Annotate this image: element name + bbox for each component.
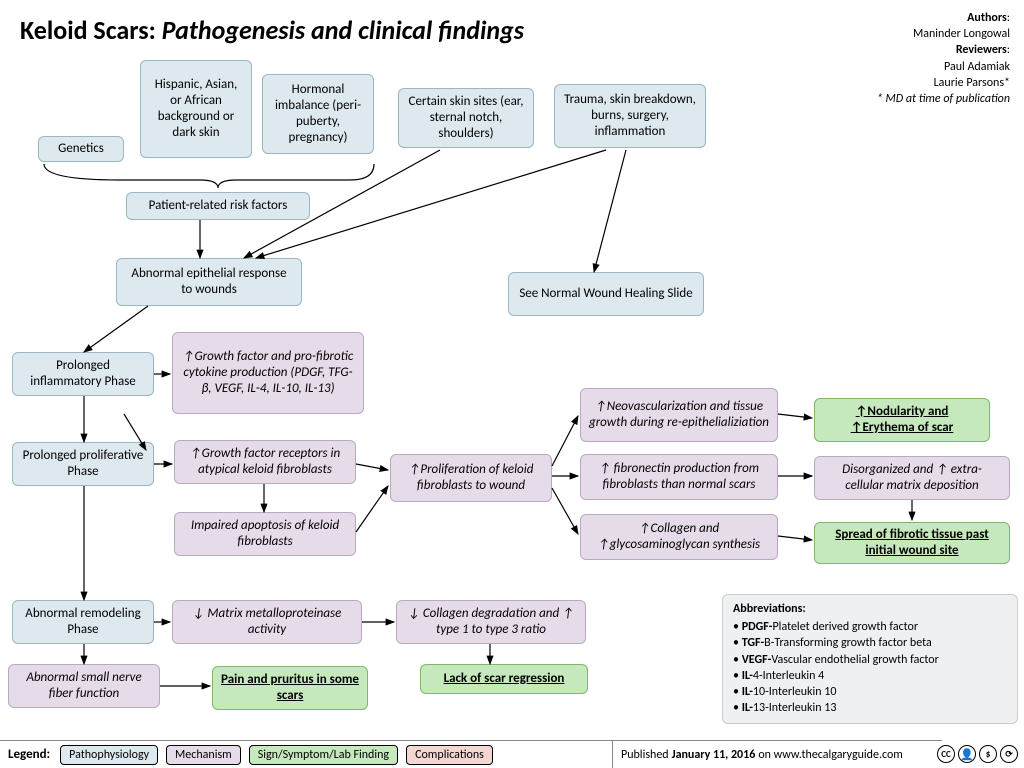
node-apoptosis: Impaired apoptosis of keloid fibroblasts (174, 512, 356, 556)
node-fibronectin: ↑ fibronectin production from fibroblast… (580, 454, 778, 500)
node-inflammatory: Prolonged inflammatory Phase (12, 352, 154, 396)
node-nerve: Abnormal small nerve fiber function (8, 664, 160, 708)
node-disorganized: Disorganized and ↑ extra-cellular matrix… (814, 456, 1010, 500)
pub-suffix: on www.thecalgaryguide.com (758, 748, 903, 762)
pub-prefix: Published (621, 748, 669, 762)
node-sites: Certain skin sites (ear, sternal notch, … (398, 88, 534, 148)
reviewer-1: Paul Adamiak (877, 59, 1010, 75)
node-genetics: Genetics (38, 136, 124, 162)
node-collagen: ↑Collagen and ↑glycosaminoglycan synthes… (580, 514, 778, 560)
node-gf-receptors: ↑Growth factor receptors in atypical kel… (174, 440, 356, 484)
published-line: Published January 11, 2016 on www.thecal… (612, 740, 942, 768)
title-sub: Pathogenesis and clinical findings (162, 14, 524, 46)
node-neovasc: ↑Neovascularization and tissue growth du… (580, 388, 778, 442)
node-normal-slide: See Normal Wound Healing Slide (508, 272, 704, 316)
abbr-item: TGF-B-Transforming growth factor beta (733, 635, 1007, 651)
abbr-item: IL-10-Interleukin 10 (733, 684, 1007, 700)
pub-date: January 11, 2016 (672, 748, 756, 762)
abbr-item: PDGF-Platelet derived growth factor (733, 619, 1007, 635)
legend-label: Legend: (8, 747, 50, 762)
cc-license: CC 👤 $ ⟳ (937, 742, 1018, 766)
title-main: Keloid Scars: (20, 14, 156, 46)
node-trauma: Trauma, skin breakdown, burns, surgery, … (554, 84, 706, 148)
authors-label: Authors (967, 11, 1007, 25)
abbr-heading: Abbreviations: (733, 601, 1007, 617)
nc-icon: $ (979, 745, 997, 763)
node-nodularity: ↑Nodularity and ↑Erythema of scar (814, 398, 990, 442)
node-risk-factors: Patient-related risk factors (126, 192, 310, 220)
author-name: Maninder Longowal (877, 26, 1010, 42)
legend-chip-comp: Complications (406, 745, 493, 765)
node-remodeling: Abnormal remodeling Phase (12, 600, 154, 644)
abbr-item: IL-13-Interleukin 13 (733, 700, 1007, 716)
node-abnormal-response: Abnormal epithelial response to wounds (116, 258, 302, 306)
abbreviations-panel: Abbreviations: PDGF-Platelet derived gro… (722, 594, 1018, 724)
by-icon: 👤 (958, 745, 976, 763)
node-mmp: ↓ Matrix metalloproteinase activity (172, 600, 362, 644)
node-hormonal: Hormonal imbalance (peri-puberty, pregna… (262, 74, 374, 154)
md-note: * MD at time of publication (877, 91, 1010, 107)
page-title: Keloid Scars: Pathogenesis and clinical … (20, 14, 524, 46)
node-spread: Spread of fibrotic tissue past initial w… (814, 522, 1010, 564)
sa-icon: ⟳ (1000, 745, 1018, 763)
authors-block: Authors: Maninder Longowal Reviewers: Pa… (877, 10, 1010, 107)
node-growth-factor-prod: ↑Growth factor and pro-fibrotic cytokine… (172, 332, 364, 414)
node-lack-regression: Lack of scar regression (420, 664, 588, 694)
reviewers-label: Reviewers (956, 43, 1007, 57)
node-ethnic: Hispanic, Asian, or African background o… (140, 60, 252, 158)
node-proliferation-fibro: ↑Proliferation of keloid fibroblasts to … (390, 454, 552, 502)
legend-chip-patho: Pathophysiology (60, 745, 158, 765)
node-pain: Pain and pruritus in some scars (212, 666, 368, 710)
legend-bar: Legend: Pathophysiology Mechanism Sign/S… (0, 740, 612, 768)
abbr-item: IL-4-Interleukin 4 (733, 668, 1007, 684)
legend-chip-mech: Mechanism (166, 745, 241, 765)
node-degradation: ↓ Collagen degradation and ↑ type 1 to t… (396, 600, 586, 644)
legend-chip-sign: Sign/Symptom/Lab Finding (249, 745, 398, 765)
abbr-item: VEGF-Vascular endothelial growth factor (733, 652, 1007, 668)
node-proliferative: Prolonged proliferative Phase (12, 442, 154, 486)
abbr-list: PDGF-Platelet derived growth factor TGF-… (733, 619, 1007, 716)
reviewer-2: Laurie Parsons* (877, 75, 1010, 91)
cc-icon: CC (937, 745, 955, 763)
